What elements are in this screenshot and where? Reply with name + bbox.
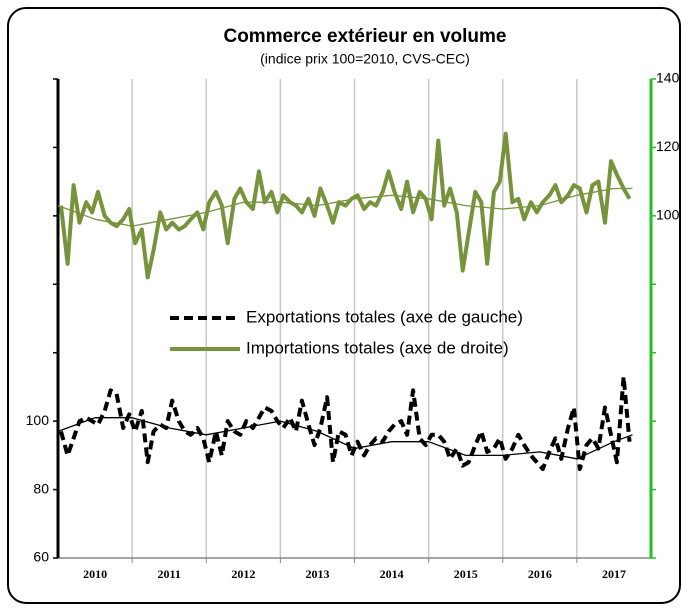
- y-tick-label: 80: [33, 480, 49, 496]
- series-line: [57, 417, 633, 460]
- x-tick-label: 2010: [83, 567, 107, 581]
- y-tick-label: 60: [33, 549, 49, 565]
- chart-subtitle: (indice prix 100=2010, CVS-CEC): [260, 51, 470, 67]
- x-tick-label: 2017: [602, 567, 626, 581]
- x-tick-label: 2013: [305, 567, 329, 581]
- series-line: [59, 131, 632, 280]
- x-tick-label: 2016: [528, 567, 552, 581]
- y2-tick-label: 120: [656, 138, 680, 154]
- x-tick-label: 2015: [454, 567, 478, 581]
- y2-tick-label: 140: [656, 70, 680, 86]
- series-line: [59, 374, 632, 471]
- legend-label: Exportations totales (axe de gauche): [246, 307, 523, 326]
- x-tick-label: 2011: [158, 567, 181, 581]
- chart-title: Commerce extérieur en volume: [223, 26, 506, 47]
- legend-label: Importations totales (axe de droite): [246, 338, 509, 357]
- x-tick-label: 2014: [380, 567, 404, 581]
- x-tick-label: 2012: [231, 567, 255, 581]
- series-line: [57, 187, 633, 227]
- chart-frame: [7, 7, 681, 604]
- y2-tick-label: 100: [656, 207, 680, 223]
- y-tick-label: 100: [26, 412, 50, 428]
